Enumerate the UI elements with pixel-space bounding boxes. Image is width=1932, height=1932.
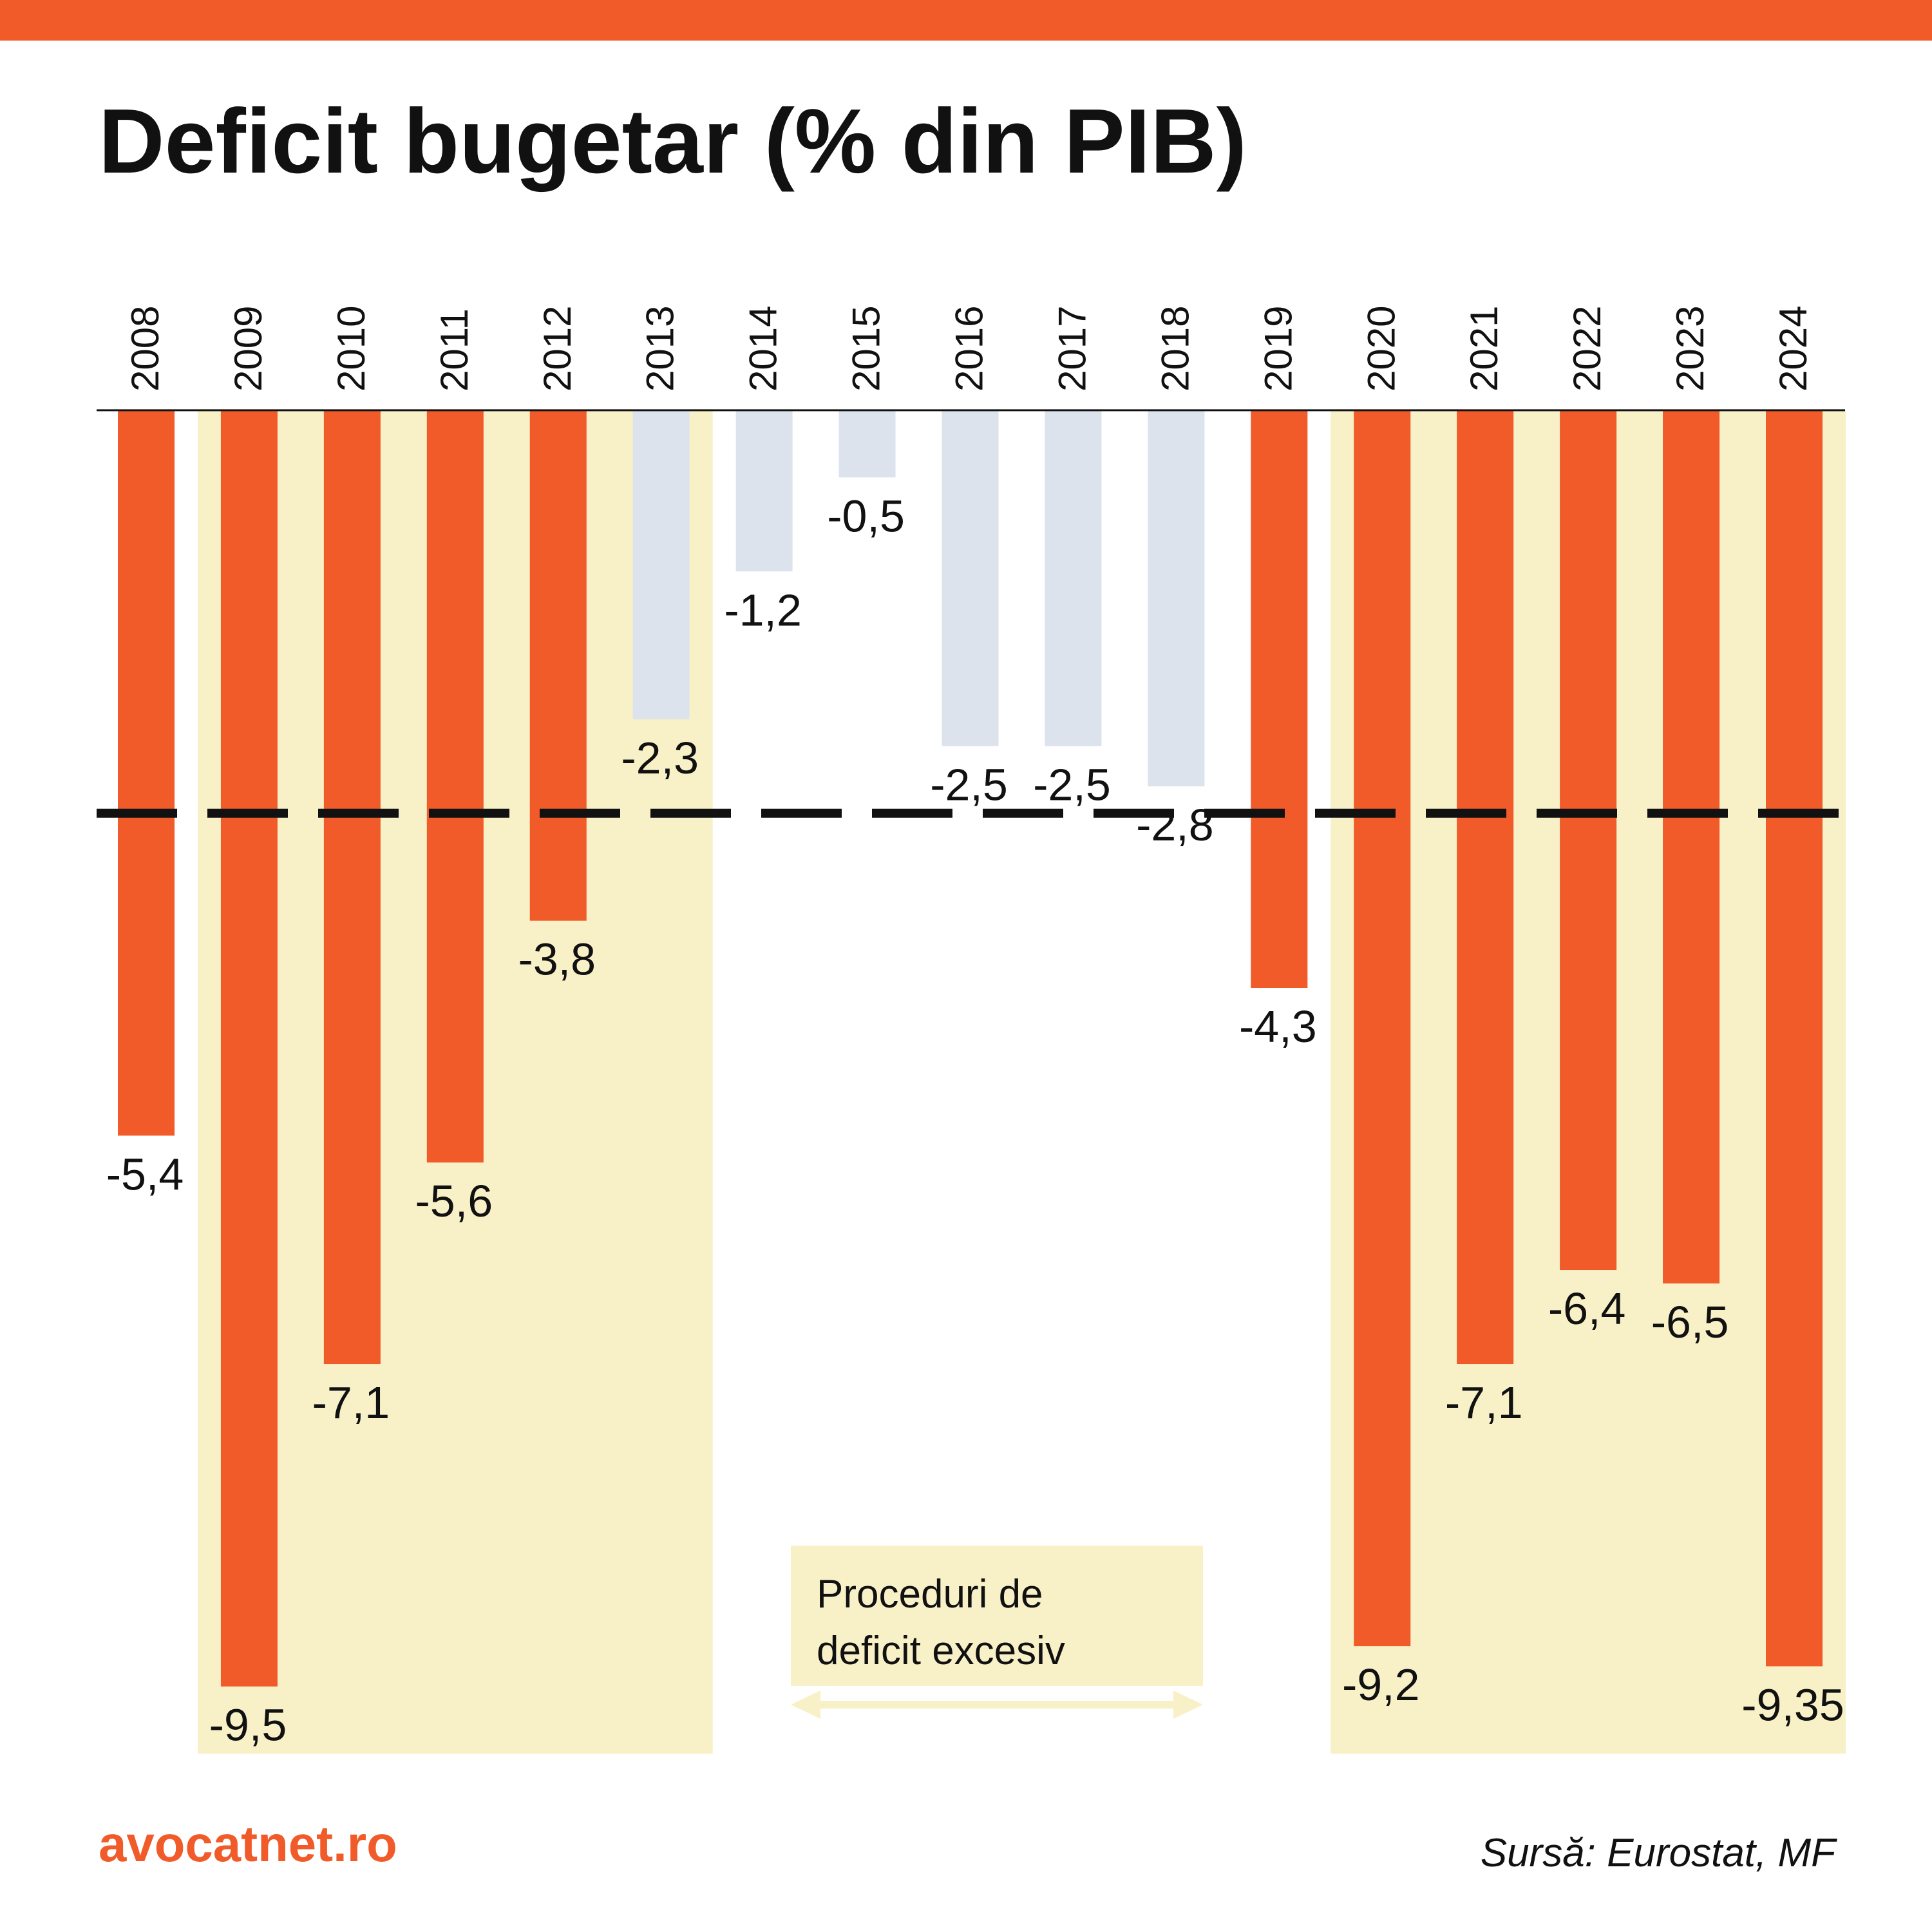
tick-label-2022: 2022 <box>1566 306 1609 392</box>
x-axis-layer: 2008 2009 2010 2011 2012 2013 2014 2015 2016 2017… <box>97 306 1845 412</box>
value-label-2020: -9,2 <box>1342 1660 1420 1710</box>
bar-2019 <box>1251 410 1308 988</box>
value-label-2009: -9,5 <box>209 1700 287 1750</box>
tick-label-2023: 2023 <box>1669 306 1712 392</box>
tick-label-2019: 2019 <box>1256 306 1300 392</box>
bar-2018 <box>1148 410 1205 787</box>
value-label-2012: -3,8 <box>518 934 596 985</box>
value-label-2018: -2,8 <box>1136 800 1214 850</box>
value-label-2015: -0,5 <box>827 491 905 541</box>
bar-2022 <box>1560 410 1617 1271</box>
bar-2023 <box>1663 410 1720 1283</box>
top-accent-band <box>0 0 1932 41</box>
brand-logo-text[interactable]: avocatnet.ro <box>99 1815 397 1872</box>
source-note: Sursă: Eurostat, MF <box>1480 1831 1835 1875</box>
value-label-2024: -9,35 <box>1741 1680 1844 1730</box>
bars-layer <box>118 410 1823 1687</box>
tick-label-2010: 2010 <box>330 306 373 392</box>
value-label-2023: -6,5 <box>1651 1297 1729 1347</box>
bar-2012 <box>529 410 587 921</box>
bar-2013 <box>632 410 690 719</box>
tick-label-2011: 2011 <box>433 308 476 392</box>
chart-title: Deficit bugetar (% din PIB) <box>99 90 1247 193</box>
bar-2024 <box>1766 410 1823 1667</box>
tick-label-2013: 2013 <box>639 306 682 392</box>
bar-2017 <box>1045 410 1102 746</box>
bar-2011 <box>426 410 484 1163</box>
bar-2009 <box>220 410 278 1687</box>
value-label-2021: -7,1 <box>1445 1378 1523 1428</box>
legend-line-1: Proceduri de <box>817 1572 1043 1616</box>
value-label-2014: -1,2 <box>724 585 802 635</box>
value-label-2019: -4,3 <box>1239 1001 1317 1052</box>
tick-label-2009: 2009 <box>227 306 270 392</box>
bar-2010 <box>323 410 381 1365</box>
tick-label-2018: 2018 <box>1153 306 1197 392</box>
value-label-2022: -6,4 <box>1548 1283 1626 1334</box>
tick-label-2012: 2012 <box>536 306 579 392</box>
bar-2020 <box>1354 410 1411 1647</box>
legend-double-arrow-icon <box>791 1690 1203 1719</box>
tick-label-2014: 2014 <box>742 306 785 392</box>
legend-edp-box: Proceduri de deficit excesiv <box>791 1546 1203 1686</box>
bar-2021 <box>1457 410 1514 1365</box>
tick-label-2016: 2016 <box>948 306 991 392</box>
tick-label-2024: 2024 <box>1772 306 1815 392</box>
value-label-2017: -2,5 <box>1033 760 1111 810</box>
tick-label-2020: 2020 <box>1359 306 1403 392</box>
tick-label-2021: 2021 <box>1463 306 1506 392</box>
value-label-2008: -5,4 <box>106 1149 184 1199</box>
bar-2016 <box>942 410 999 746</box>
tick-label-2017: 2017 <box>1050 306 1094 392</box>
bar-2015 <box>838 410 896 478</box>
legend-line-2: deficit excesiv <box>817 1629 1065 1673</box>
value-label-2013: -2,3 <box>621 733 699 783</box>
bar-2014 <box>735 410 793 572</box>
value-labels-layer: -5,4 -9,5 -7,1 -5,6 -3,8 -2,3 -1,2 -0,5 -2,5 -2,5… <box>106 491 1844 1750</box>
tick-label-2015: 2015 <box>845 306 888 392</box>
bar-2008 <box>118 410 175 1136</box>
tick-label-2008: 2008 <box>124 306 167 392</box>
value-label-2011: -5,6 <box>415 1176 493 1226</box>
deficit-bar-chart: 2008 2009 2010 2011 2012 2013 2014 2015 2016 2017… <box>97 306 1846 1754</box>
value-label-2016: -2,5 <box>930 760 1008 810</box>
value-label-2010: -7,1 <box>312 1378 390 1428</box>
